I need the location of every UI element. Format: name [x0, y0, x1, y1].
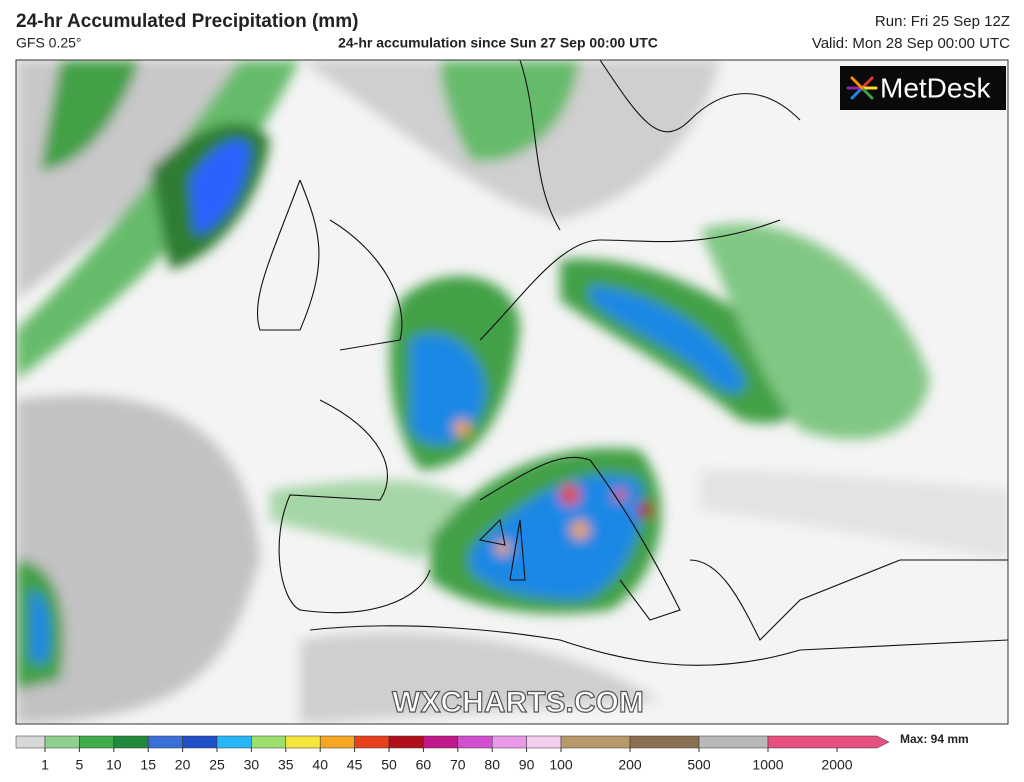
- colorbar-segment: [182, 735, 218, 749]
- logo-text: MetDesk: [880, 72, 991, 103]
- colorbar-tick-label: 100: [549, 757, 573, 773]
- colorbar-tick-label: 70: [450, 757, 466, 773]
- colorbar-segment: [560, 735, 631, 749]
- colorbar-tick-label: 15: [140, 757, 156, 773]
- max-label: Max: 94 mm: [900, 732, 969, 746]
- model: GFS 0.25°: [16, 35, 82, 51]
- precip-field: [16, 60, 1008, 724]
- colorbar-tick-label: 40: [312, 757, 328, 773]
- colorbar-tick-label: 90: [519, 757, 535, 773]
- map-frame: [15, 59, 1009, 725]
- colorbar-segment: [457, 735, 493, 749]
- colorbar-segment: [423, 735, 459, 749]
- logo-box: MetDesk: [840, 66, 1006, 110]
- colorbar-segment: [319, 735, 355, 749]
- colorbar-tick-label: 1000: [752, 757, 783, 773]
- colorbar-tick-label: 200: [618, 757, 642, 773]
- coastlines: [256, 60, 1008, 666]
- watermark: WXCHARTS.COM: [392, 686, 644, 719]
- colorbar-segment: [251, 735, 287, 749]
- colorbar-segment: [388, 735, 424, 749]
- colorbar-tick-label: 80: [484, 757, 500, 773]
- colorbar-segment: [767, 735, 890, 749]
- colorbar-tick-label: 5: [76, 757, 84, 773]
- colorbar-tick-label: 20: [175, 757, 191, 773]
- colorbar-segment: [44, 735, 80, 749]
- colorbar-tick-label: 60: [416, 757, 432, 773]
- colorbar-segment: [113, 735, 149, 749]
- title: 24-hr Accumulated Precipitation (mm): [16, 11, 358, 32]
- colorbar-segment: [79, 735, 115, 749]
- colorbar-tick-label: 1: [41, 757, 49, 773]
- colorbar-segment: [15, 735, 46, 749]
- subtitle: 24-hr accumulation since Sun 27 Sep 00:0…: [338, 35, 658, 51]
- colorbar-segment: [491, 735, 527, 749]
- colorbar-tick-label: 50: [381, 757, 397, 773]
- colorbar-tick-label: 10: [106, 757, 122, 773]
- colorbar-segment: [698, 735, 769, 749]
- colorbar-tick-label: 45: [347, 757, 363, 773]
- colorbar-segment: [526, 735, 562, 749]
- run: Run: Fri 25 Sep 12Z: [875, 13, 1010, 30]
- colorbar-segment: [629, 735, 700, 749]
- valid: Valid: Mon 28 Sep 00:00 UTC: [812, 35, 1010, 52]
- colorbar-tick-label: 35: [278, 757, 294, 773]
- colorbar-tick-label: 30: [244, 757, 260, 773]
- colorbar-segment: [147, 735, 183, 749]
- colorbar-segment: [216, 735, 252, 749]
- colorbar: 1 5 10 15 20 25 30 35 40 45 50 60 70 80 90 100 200 500 100…: [15, 735, 890, 773]
- colorbar-tick-label: 2000: [821, 757, 852, 773]
- colorbar-segment: [354, 735, 390, 749]
- colorbar-tick-label: 500: [687, 757, 711, 773]
- map-area: MetDesk WXCHARTS.COM: [16, 60, 1008, 724]
- colorbar-segment: [285, 735, 321, 749]
- colorbar-tick-label: 25: [209, 757, 225, 773]
